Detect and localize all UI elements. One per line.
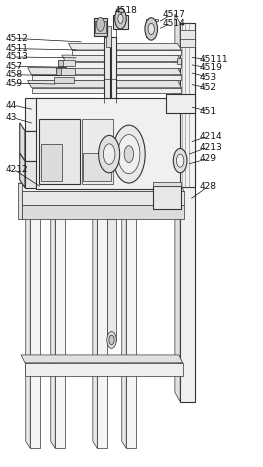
Bar [180, 30, 195, 47]
Polygon shape [72, 50, 181, 55]
Bar [106, 26, 111, 47]
Circle shape [109, 335, 114, 345]
Text: 4511: 4511 [5, 44, 28, 53]
Bar [56, 68, 75, 75]
Circle shape [97, 17, 104, 31]
Polygon shape [32, 75, 181, 80]
Bar [104, 37, 110, 187]
Bar [146, 21, 153, 37]
Bar [95, 21, 106, 33]
Polygon shape [18, 183, 22, 219]
Polygon shape [153, 182, 181, 186]
Bar [41, 144, 62, 181]
Bar [180, 23, 195, 187]
Bar [180, 23, 195, 402]
Polygon shape [21, 355, 183, 363]
Text: 451: 451 [200, 106, 217, 116]
Bar [56, 68, 61, 75]
Text: 45111: 45111 [200, 55, 229, 64]
Polygon shape [51, 208, 55, 448]
Bar [36, 98, 180, 189]
Text: 457: 457 [5, 62, 22, 71]
Text: 4213: 4213 [200, 142, 223, 152]
Polygon shape [68, 43, 181, 50]
Bar [39, 119, 80, 184]
Text: 428: 428 [200, 182, 217, 191]
Text: 44: 44 [5, 100, 17, 110]
Circle shape [118, 134, 140, 174]
Polygon shape [146, 19, 158, 21]
Polygon shape [22, 191, 184, 205]
Circle shape [148, 23, 154, 35]
Polygon shape [18, 183, 184, 191]
Text: 4512: 4512 [5, 34, 28, 43]
Bar [153, 186, 181, 209]
Bar [25, 131, 95, 161]
Circle shape [124, 146, 134, 163]
Bar [97, 215, 107, 448]
Bar [58, 60, 63, 66]
Bar [25, 161, 95, 188]
Polygon shape [66, 62, 181, 68]
Bar [83, 153, 111, 181]
Circle shape [103, 144, 115, 164]
Circle shape [176, 154, 184, 167]
Bar [166, 94, 195, 113]
Bar [109, 339, 115, 343]
Circle shape [113, 125, 145, 183]
Polygon shape [25, 131, 95, 161]
Bar [54, 77, 74, 83]
Text: 4519: 4519 [200, 63, 223, 72]
Text: 4212: 4212 [5, 164, 28, 174]
Polygon shape [25, 98, 95, 131]
Circle shape [145, 18, 158, 40]
Polygon shape [28, 68, 181, 75]
Circle shape [107, 332, 116, 348]
Polygon shape [20, 153, 25, 188]
Text: 4214: 4214 [200, 132, 222, 141]
Bar [113, 15, 128, 29]
Bar [22, 205, 184, 219]
Bar [58, 60, 75, 66]
Text: 4517: 4517 [163, 10, 186, 20]
Bar [82, 119, 113, 184]
Circle shape [115, 8, 126, 29]
Text: 459: 459 [5, 78, 22, 88]
Bar [25, 363, 183, 376]
Polygon shape [93, 208, 97, 448]
Circle shape [99, 135, 120, 173]
Polygon shape [20, 123, 25, 161]
Bar [107, 219, 116, 341]
Text: 4513: 4513 [5, 52, 28, 62]
Text: 453: 453 [200, 72, 217, 82]
Circle shape [173, 149, 187, 173]
Text: 4514: 4514 [163, 19, 186, 28]
Bar [177, 58, 181, 64]
Polygon shape [122, 180, 126, 448]
Text: 43: 43 [5, 113, 17, 122]
Bar [126, 187, 136, 448]
Bar [55, 215, 65, 448]
Bar [30, 205, 40, 448]
Polygon shape [28, 80, 181, 88]
Bar [94, 18, 107, 36]
Text: 452: 452 [200, 83, 217, 92]
Text: 429: 429 [200, 154, 217, 163]
Polygon shape [62, 55, 181, 62]
Polygon shape [175, 14, 180, 402]
Text: 458: 458 [5, 70, 22, 79]
Bar [111, 37, 116, 187]
Text: 4518: 4518 [114, 6, 137, 15]
Polygon shape [26, 198, 30, 448]
Circle shape [118, 14, 123, 23]
Polygon shape [32, 88, 181, 93]
